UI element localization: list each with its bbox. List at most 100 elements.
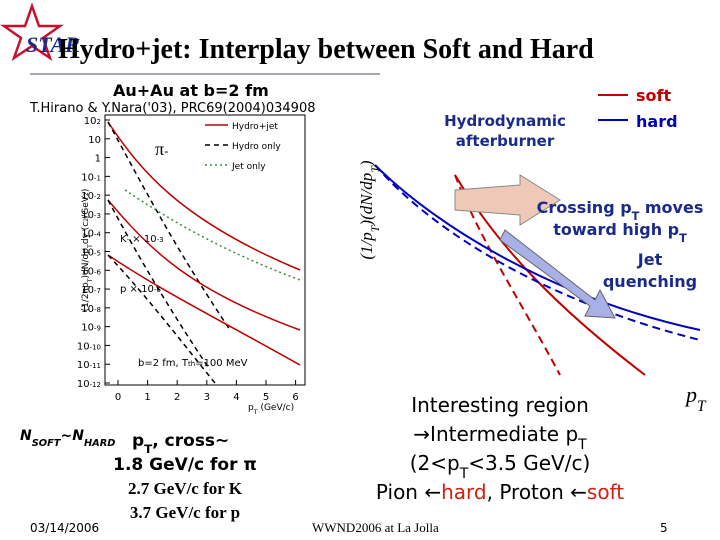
subtitle: Au+Au at b=2 fm bbox=[113, 81, 269, 100]
text-segment: -3 bbox=[157, 236, 164, 244]
text-segment: , Proton ← bbox=[487, 480, 587, 504]
text-segment: ~N bbox=[60, 428, 84, 444]
text-segment: 10 bbox=[77, 360, 90, 371]
annotation: toward high pT bbox=[553, 220, 687, 245]
text-segment: Pion ← bbox=[376, 480, 441, 504]
text-segment: 10 bbox=[81, 323, 94, 334]
crossing-value: pT, cross~ bbox=[132, 431, 229, 456]
footer-venue: WWND2006 at La Jolla bbox=[312, 520, 439, 535]
y-tick-label: 10-8 bbox=[81, 304, 101, 315]
logo-star bbox=[0, 2, 64, 62]
text-segment: toward high p bbox=[553, 220, 679, 239]
crossing-value: 3.7 GeV/c for p bbox=[130, 503, 240, 522]
y-tick-label: 10-1 bbox=[81, 172, 101, 183]
y-tick-label: 10-6 bbox=[81, 266, 101, 277]
y-tick-label: 10-4 bbox=[81, 229, 101, 240]
text-segment: -3 bbox=[94, 212, 101, 220]
title: Hydro+jet: Interplay between Soft and Ha… bbox=[58, 34, 594, 65]
text-segment: )dN/dp bbox=[81, 248, 91, 279]
text-segment: p bbox=[684, 382, 697, 407]
x-axis-label: pT bbox=[684, 382, 707, 415]
text-segment: -10 bbox=[90, 343, 101, 351]
species-label: K- × 10-3 bbox=[120, 234, 164, 245]
text-segment: p bbox=[132, 431, 144, 451]
text-segment: 3.7 GeV/c for p bbox=[130, 503, 240, 522]
shift-arrow bbox=[454, 174, 561, 226]
text-segment: hard bbox=[441, 480, 487, 504]
text-segment: T bbox=[679, 232, 687, 245]
text-segment: -5 bbox=[94, 250, 101, 258]
species-label: π- bbox=[155, 139, 168, 159]
text-segment: -11 bbox=[90, 362, 101, 370]
text-segment: SOFT bbox=[32, 438, 62, 449]
y-tick-label: 10 bbox=[88, 135, 101, 146]
text-segment: × 10 bbox=[129, 234, 156, 245]
text-segment: T bbox=[632, 210, 640, 223]
text-segment: T bbox=[87, 244, 94, 249]
text-segment: <3.5 GeV/c) bbox=[468, 451, 590, 475]
text-segment: 10 bbox=[81, 172, 94, 183]
quench-arrow bbox=[499, 229, 616, 319]
text-segment: ) bbox=[357, 160, 376, 167]
species-label: p × 10-6 bbox=[120, 284, 161, 295]
logo-text: STAR bbox=[26, 32, 80, 57]
text-segment: K bbox=[120, 234, 127, 245]
text-segment: Crossing p bbox=[537, 198, 632, 217]
text-segment: π bbox=[155, 139, 164, 159]
text-segment: 2 bbox=[83, 218, 90, 222]
y-tick-label: 10-11 bbox=[77, 360, 101, 371]
interesting-line: →Intermediate pT bbox=[413, 422, 587, 453]
text-segment: 2 bbox=[97, 118, 101, 126]
y-tick-label: 10-7 bbox=[81, 285, 101, 296]
text-segment: T bbox=[368, 165, 382, 173]
params-label: b=2 fm, Tth=100 MeV bbox=[138, 358, 248, 369]
legend-label: hard bbox=[636, 112, 678, 131]
text-segment: -1 bbox=[94, 174, 101, 182]
text-segment: 10 bbox=[81, 266, 94, 277]
text-segment: T bbox=[144, 442, 153, 456]
y-tick-label: 10-3 bbox=[81, 210, 101, 221]
x-tick-label: 5 bbox=[263, 392, 269, 403]
text-segment: dy (c bbox=[81, 222, 91, 244]
annotation: afterburner bbox=[456, 132, 555, 150]
text-segment: T bbox=[368, 224, 382, 232]
annotation: Crossing pT moves bbox=[537, 198, 704, 223]
text-segment: , cross~ bbox=[152, 431, 229, 451]
crossing-value: 1.8 GeV/c for π bbox=[113, 455, 257, 475]
text-segment: 10 bbox=[81, 285, 94, 296]
y-tick-label: 10-5 bbox=[81, 248, 101, 259]
text-segment: 10 bbox=[81, 304, 94, 315]
text-segment: 1.8 GeV/c for π bbox=[113, 455, 257, 475]
text-segment: 10 bbox=[81, 210, 94, 221]
annotation: quenching bbox=[603, 272, 697, 291]
text-segment: (GeV/c) bbox=[258, 403, 295, 413]
x-axis-label: pT (GeV/c) bbox=[248, 403, 294, 416]
y-tick-label: 10-9 bbox=[81, 323, 101, 334]
legend-label: Hydro+jet bbox=[232, 122, 278, 132]
text-segment: (1/2πp bbox=[81, 282, 91, 311]
y-tick-label: 102 bbox=[84, 116, 101, 127]
text-segment: 10 bbox=[81, 248, 94, 259]
text-segment: /GeV bbox=[81, 195, 91, 218]
x-tick-label: 1 bbox=[144, 392, 150, 403]
text-segment: 10 bbox=[77, 379, 90, 390]
x-tick-label: 0 bbox=[115, 392, 121, 403]
y-axis-label: (1/pT)(dN/dpT) bbox=[357, 160, 382, 260]
y-tick-label: 10-10 bbox=[77, 341, 101, 352]
interesting-line: Pion ←hard, Proton ←soft bbox=[376, 480, 624, 504]
legend-label: Jet only bbox=[231, 162, 266, 172]
text-segment: 10 bbox=[77, 341, 90, 352]
annotation: Hydrodynamic bbox=[444, 112, 566, 130]
n-soft-hard: NSOFT~NHARD bbox=[20, 428, 115, 449]
text-segment: -9 bbox=[94, 325, 101, 333]
footer-date: 03/14/2006 bbox=[30, 521, 99, 535]
x-tick-label: 2 bbox=[174, 392, 180, 403]
text-segment: -6 bbox=[94, 268, 102, 276]
text-segment: th bbox=[188, 360, 195, 368]
text-segment: (2<p bbox=[410, 451, 460, 475]
reference: T.Hirano & Y.Nara('03), PRC69(2004)03490… bbox=[29, 101, 316, 116]
text-segment: - bbox=[164, 144, 168, 158]
text-segment: T bbox=[87, 278, 94, 283]
